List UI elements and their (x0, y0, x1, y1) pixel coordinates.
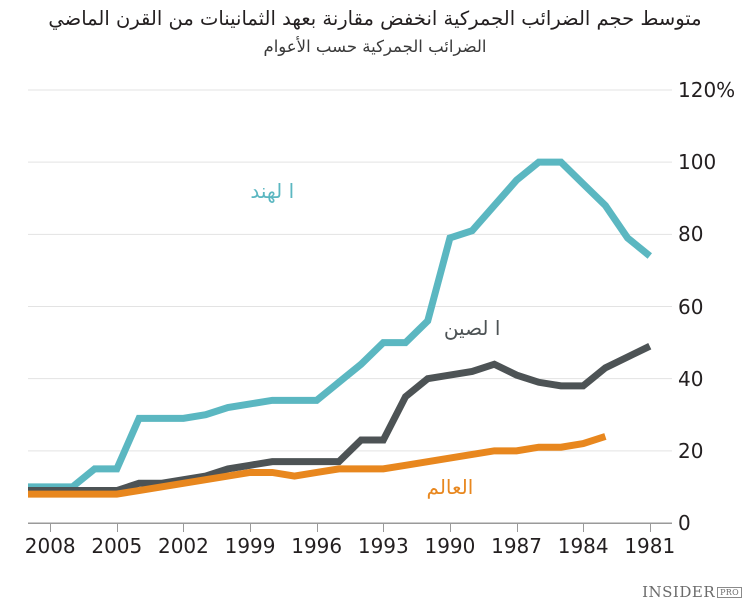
y-tick-label: 40 (678, 366, 704, 391)
series-line (28, 158, 652, 491)
x-tick-mark (250, 523, 252, 532)
x-tick-mark (50, 523, 52, 532)
x-tick-label: 1993 (357, 534, 409, 558)
plot-area (28, 89, 672, 524)
y-tick-label: 20 (678, 438, 704, 463)
y-tick-label: 120% (678, 78, 736, 102)
y-tick-label: 60 (678, 294, 704, 319)
title-block: متوسط حجم الضرائب الجمركية انخفض مقارنة … (0, 0, 750, 58)
x-tick-label: 1984 (557, 534, 609, 558)
x-tick-label: 1990 (424, 534, 476, 558)
watermark: INSIDER PRO (642, 585, 742, 600)
x-tick-label: 1981 (624, 534, 676, 558)
series-line (28, 433, 607, 498)
x-tick-mark (116, 523, 118, 532)
series-label-china: ا لصين (443, 316, 501, 341)
chart-plot (28, 89, 672, 524)
y-axis: 0 20 40 60 80 100 120% (678, 80, 748, 533)
x-tick-mark (183, 523, 185, 532)
x-tick-label: 1996 (291, 534, 343, 558)
y-tick-label: 0 (678, 511, 691, 535)
x-tick-mark (316, 523, 318, 532)
series-label-india: ا لهند (250, 179, 295, 204)
x-tick-mark (383, 523, 385, 532)
chart-subtitle: الضرائب الجمركية حسب الأعوام (263, 37, 487, 57)
x-tick-mark (449, 523, 451, 532)
watermark-badge: PRO (717, 587, 742, 598)
watermark-name: INSIDER (642, 583, 716, 601)
y-tick-label: 100 (678, 150, 717, 175)
x-axis-line (28, 523, 672, 524)
x-tick-label: 2008 (24, 534, 76, 558)
series-lines (28, 158, 652, 498)
gridlines (28, 89, 672, 524)
x-tick-mark (516, 523, 518, 532)
page-title: متوسط حجم الضرائب الجمركية انخفض مقارنة … (48, 7, 702, 30)
x-axis: 2008 2005 2002 1999 1996 1993 1990 1987 1984 1981 (24, 523, 676, 583)
x-tick-label: 1999 (224, 534, 276, 558)
x-tick-mark (583, 523, 585, 532)
x-tick-mark (649, 523, 651, 532)
x-tick-label: 1987 (491, 534, 542, 558)
series-label-world: العالم (426, 474, 474, 499)
y-tick-label: 80 (678, 222, 704, 247)
x-tick-label: 2005 (91, 534, 143, 558)
series-line (28, 343, 652, 495)
x-tick-label: 2002 (157, 534, 209, 558)
